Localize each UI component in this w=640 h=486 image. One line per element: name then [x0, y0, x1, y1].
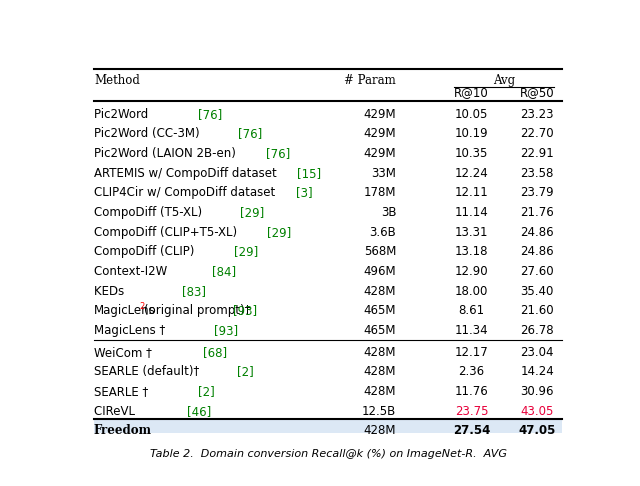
- Text: CompoDiff (T5-XL): CompoDiff (T5-XL): [94, 206, 206, 219]
- Text: 428M: 428M: [364, 423, 396, 436]
- Text: [46]: [46]: [188, 405, 212, 417]
- Text: (original prompt)†: (original prompt)†: [145, 304, 255, 317]
- Text: KEDs: KEDs: [94, 284, 132, 297]
- Text: 23.75: 23.75: [454, 405, 488, 417]
- Text: [29]: [29]: [267, 226, 291, 239]
- Text: Method: Method: [94, 74, 140, 87]
- Text: R@10: R@10: [454, 87, 489, 100]
- Text: 12.17: 12.17: [454, 346, 488, 359]
- Text: Pic2Word (LAION 2B-en): Pic2Word (LAION 2B-en): [94, 147, 239, 160]
- Text: 12.5B: 12.5B: [362, 405, 396, 417]
- Text: 10.05: 10.05: [454, 108, 488, 121]
- Text: 12.90: 12.90: [454, 265, 488, 278]
- Text: [76]: [76]: [198, 108, 222, 121]
- Text: 11.34: 11.34: [454, 324, 488, 337]
- Text: 23.04: 23.04: [520, 346, 554, 359]
- Text: CompoDiff (CLIP): CompoDiff (CLIP): [94, 245, 198, 258]
- Text: 428M: 428M: [364, 385, 396, 398]
- Text: 23.79: 23.79: [520, 186, 554, 199]
- Text: 13.18: 13.18: [454, 245, 488, 258]
- Text: 23.23: 23.23: [520, 108, 554, 121]
- Text: 465M: 465M: [364, 324, 396, 337]
- Text: 11.76: 11.76: [454, 385, 488, 398]
- Text: 2: 2: [139, 302, 144, 312]
- Text: Pic2Word: Pic2Word: [94, 108, 152, 121]
- Text: 21.76: 21.76: [520, 206, 554, 219]
- Text: 12.24: 12.24: [454, 167, 488, 180]
- Text: [2]: [2]: [237, 365, 254, 379]
- Text: ARTEMIS w/ CompoDiff dataset: ARTEMIS w/ CompoDiff dataset: [94, 167, 280, 180]
- Text: MagicLens †: MagicLens †: [94, 324, 173, 337]
- Text: [68]: [68]: [204, 346, 228, 359]
- Text: [29]: [29]: [234, 245, 258, 258]
- Text: 43.05: 43.05: [520, 405, 554, 417]
- Text: 178M: 178M: [364, 186, 396, 199]
- Text: [15]: [15]: [298, 167, 321, 180]
- Text: 428M: 428M: [364, 284, 396, 297]
- Text: 13.31: 13.31: [454, 226, 488, 239]
- Text: R@50: R@50: [520, 87, 555, 100]
- Text: Table 2.  Domain conversion Recall@k (%) on ImageNet-R.  AVG: Table 2. Domain conversion Recall@k (%) …: [150, 450, 506, 459]
- Text: 14.24: 14.24: [520, 365, 554, 379]
- Text: 33M: 33M: [371, 167, 396, 180]
- Text: 428M: 428M: [364, 346, 396, 359]
- Text: 24.86: 24.86: [520, 226, 554, 239]
- Text: SEARLE (default)†: SEARLE (default)†: [94, 365, 203, 379]
- Text: Context-I2W: Context-I2W: [94, 265, 171, 278]
- Text: [76]: [76]: [237, 127, 262, 140]
- Text: 3B: 3B: [381, 206, 396, 219]
- Text: 429M: 429M: [364, 108, 396, 121]
- Text: [76]: [76]: [266, 147, 290, 160]
- Text: SEARLE †: SEARLE †: [94, 385, 152, 398]
- Text: 429M: 429M: [364, 127, 396, 140]
- Text: 24.86: 24.86: [520, 245, 554, 258]
- Text: 18.00: 18.00: [454, 284, 488, 297]
- Text: 23.58: 23.58: [520, 167, 554, 180]
- Text: 26.78: 26.78: [520, 324, 554, 337]
- Text: 8.61: 8.61: [458, 304, 484, 317]
- Text: 30.96: 30.96: [520, 385, 554, 398]
- Text: [93]: [93]: [214, 324, 238, 337]
- Text: Avg: Avg: [493, 74, 515, 87]
- Text: Freedom: Freedom: [94, 423, 152, 436]
- Text: 27.54: 27.54: [452, 423, 490, 436]
- Text: 2.36: 2.36: [458, 365, 484, 379]
- Text: 568M: 568M: [364, 245, 396, 258]
- Text: [83]: [83]: [182, 284, 206, 297]
- Text: 22.70: 22.70: [520, 127, 554, 140]
- Text: WeiCom †: WeiCom †: [94, 346, 159, 359]
- Bar: [94, 419, 562, 441]
- Text: CIReVL: CIReVL: [94, 405, 139, 417]
- Text: 10.35: 10.35: [454, 147, 488, 160]
- Text: [29]: [29]: [239, 206, 264, 219]
- Text: [84]: [84]: [212, 265, 237, 278]
- Text: 3.6B: 3.6B: [369, 226, 396, 239]
- Text: # Param: # Param: [344, 74, 396, 87]
- Text: [93]: [93]: [234, 304, 257, 317]
- Text: MagicLens: MagicLens: [94, 304, 156, 317]
- Text: 465M: 465M: [364, 304, 396, 317]
- Text: 35.40: 35.40: [520, 284, 554, 297]
- Text: Pic2Word (CC-3M): Pic2Word (CC-3M): [94, 127, 204, 140]
- Text: [2]: [2]: [198, 385, 214, 398]
- Text: 429M: 429M: [364, 147, 396, 160]
- Text: 21.60: 21.60: [520, 304, 554, 317]
- Text: 11.14: 11.14: [454, 206, 488, 219]
- Text: 10.19: 10.19: [454, 127, 488, 140]
- Text: 47.05: 47.05: [518, 423, 556, 436]
- Text: 496M: 496M: [364, 265, 396, 278]
- Text: CLIP4Cir w/ CompoDiff dataset: CLIP4Cir w/ CompoDiff dataset: [94, 186, 279, 199]
- Text: CompoDiff (CLIP+T5-XL): CompoDiff (CLIP+T5-XL): [94, 226, 241, 239]
- Text: 27.60: 27.60: [520, 265, 554, 278]
- Text: 12.11: 12.11: [454, 186, 488, 199]
- Text: 428M: 428M: [364, 365, 396, 379]
- Text: 22.91: 22.91: [520, 147, 554, 160]
- Text: [3]: [3]: [296, 186, 313, 199]
